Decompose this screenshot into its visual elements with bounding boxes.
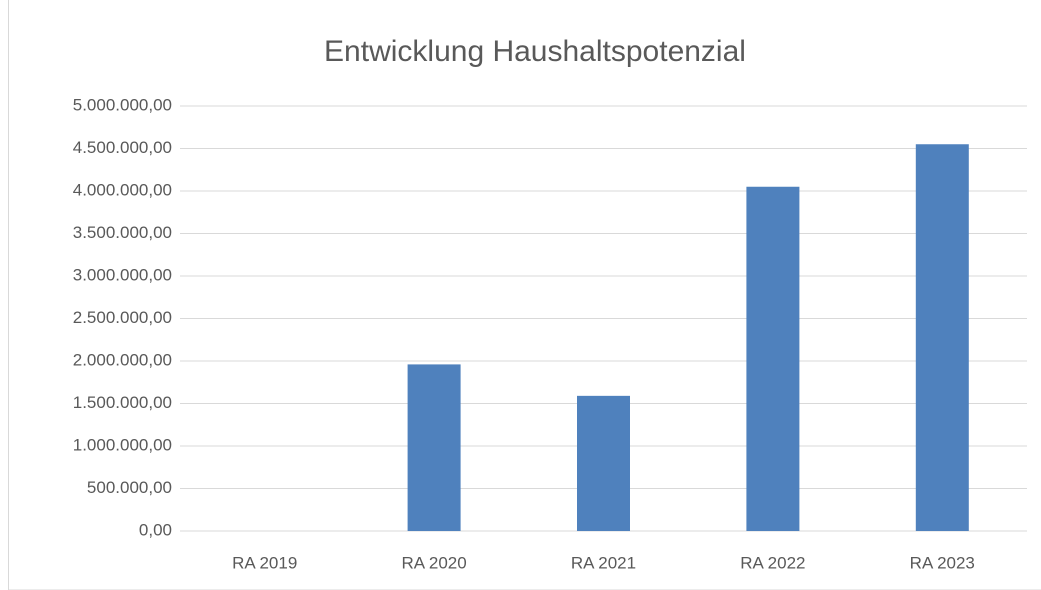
bar (915, 144, 969, 531)
bar (407, 364, 461, 531)
x-tick-label: RA 2019 (232, 553, 297, 572)
chart-frame (8, 0, 1041, 590)
x-tick-label: RA 2022 (740, 553, 805, 572)
y-tick-label: 3.000.000,00 (73, 265, 172, 284)
y-tick-label: 500.000,00 (87, 478, 172, 497)
bar (746, 186, 800, 531)
x-tick-label: RA 2020 (401, 553, 466, 572)
bar (577, 395, 630, 531)
y-tick-label: 2.500.000,00 (73, 308, 172, 327)
y-tick-label: 4.000.000,00 (73, 180, 172, 199)
chart-title: Entwicklung Haushaltspotenzial (324, 35, 746, 68)
x-tick-label: RA 2023 (910, 553, 975, 572)
y-tick-label: 4.500.000,00 (73, 138, 172, 157)
y-tick-label: 0,00 (139, 520, 172, 539)
y-tick-label: 5.000.000,00 (73, 95, 172, 114)
y-tick-label: 1.000.000,00 (73, 435, 172, 454)
y-tick-label: 1.500.000,00 (73, 393, 172, 412)
y-tick-label: 3.500.000,00 (73, 223, 172, 242)
y-tick-label: 2.000.000,00 (73, 350, 172, 369)
x-tick-label: RA 2021 (571, 553, 636, 572)
